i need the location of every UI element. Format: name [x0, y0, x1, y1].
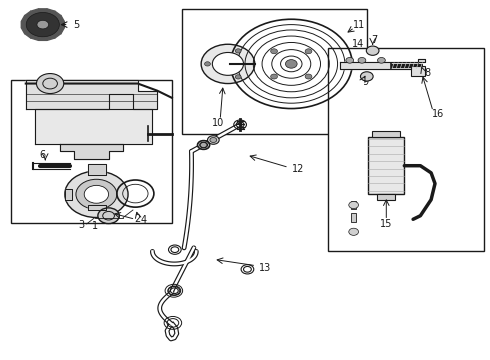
Polygon shape [88, 205, 106, 210]
Bar [351, 213, 356, 222]
Polygon shape [340, 59, 425, 69]
Text: 7: 7 [372, 35, 378, 45]
Text: 11: 11 [353, 20, 366, 30]
Bar [411, 66, 425, 76]
Text: 12: 12 [292, 164, 304, 174]
Bar [11, 80, 172, 223]
Text: 13: 13 [259, 262, 271, 273]
Text: 4: 4 [140, 215, 147, 225]
Bar [351, 201, 356, 210]
Circle shape [358, 58, 366, 63]
Text: 15: 15 [380, 219, 392, 229]
Text: 9: 9 [362, 77, 368, 87]
Circle shape [270, 49, 277, 54]
Text: 2: 2 [135, 214, 141, 224]
Polygon shape [59, 22, 64, 28]
Text: 3: 3 [79, 220, 85, 230]
Bar [376, 194, 395, 200]
Text: 16: 16 [432, 109, 444, 119]
Circle shape [26, 13, 59, 37]
Circle shape [235, 75, 241, 79]
Circle shape [201, 44, 255, 84]
Circle shape [65, 171, 128, 217]
Text: 14: 14 [352, 39, 365, 49]
Circle shape [76, 179, 117, 209]
Polygon shape [88, 164, 106, 175]
Circle shape [84, 185, 109, 203]
Circle shape [349, 202, 359, 208]
Circle shape [305, 74, 312, 79]
Polygon shape [39, 36, 47, 40]
Polygon shape [30, 35, 40, 40]
Polygon shape [52, 31, 61, 38]
Polygon shape [56, 16, 64, 22]
Polygon shape [46, 9, 55, 14]
Circle shape [286, 60, 297, 68]
Polygon shape [60, 144, 123, 158]
Polygon shape [21, 16, 29, 22]
Polygon shape [21, 27, 29, 33]
Text: 8: 8 [424, 68, 430, 78]
Text: 5: 5 [74, 19, 80, 30]
Circle shape [346, 58, 354, 63]
Circle shape [270, 74, 277, 79]
Circle shape [210, 138, 217, 143]
Text: 10: 10 [212, 118, 224, 128]
Polygon shape [65, 189, 72, 200]
Circle shape [37, 20, 49, 29]
Circle shape [349, 228, 359, 235]
Circle shape [212, 53, 244, 75]
Polygon shape [56, 27, 64, 33]
Circle shape [204, 62, 210, 66]
Polygon shape [30, 9, 40, 14]
Circle shape [98, 208, 119, 224]
Polygon shape [24, 11, 34, 18]
Circle shape [377, 58, 385, 63]
Bar [368, 137, 404, 194]
Circle shape [198, 141, 209, 149]
Circle shape [367, 46, 379, 55]
Circle shape [361, 72, 373, 81]
Polygon shape [52, 11, 61, 18]
Bar [351, 229, 356, 234]
Polygon shape [21, 22, 26, 28]
Text: 6: 6 [40, 150, 46, 160]
Polygon shape [24, 31, 34, 38]
Polygon shape [46, 35, 55, 40]
Circle shape [235, 49, 241, 53]
Bar [372, 131, 400, 137]
Bar [182, 9, 367, 134]
Circle shape [36, 73, 64, 94]
Polygon shape [26, 80, 157, 109]
Polygon shape [39, 9, 47, 13]
Circle shape [200, 143, 207, 148]
Text: 1: 1 [92, 221, 98, 231]
Polygon shape [35, 94, 152, 144]
Circle shape [207, 136, 219, 144]
Bar [328, 48, 484, 251]
Circle shape [305, 49, 312, 54]
